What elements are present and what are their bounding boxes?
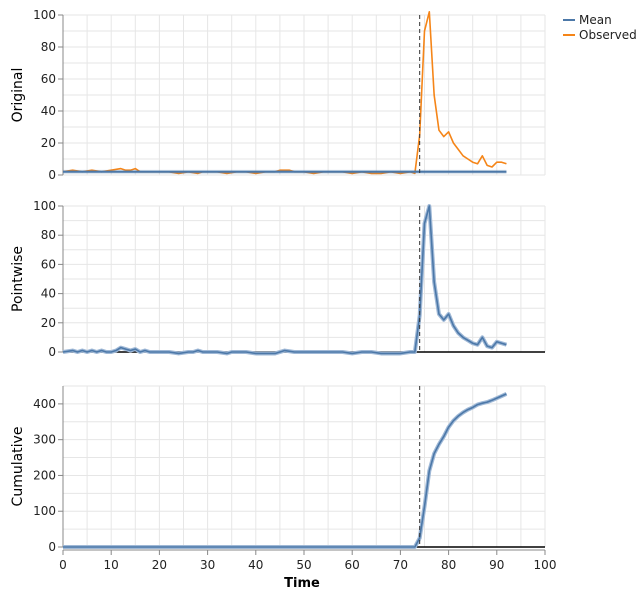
y-tick-label: 40 xyxy=(41,287,56,301)
legend-label-observed: Observed xyxy=(579,28,637,42)
chart-panels: 020406080100Original020406080100Pointwis… xyxy=(10,8,556,591)
y-tick-label: 80 xyxy=(41,40,56,54)
x-axis-label: Time xyxy=(284,576,320,591)
x-tick-label: 20 xyxy=(152,558,167,572)
x-tick-label: 90 xyxy=(489,558,504,572)
confidence-band xyxy=(63,392,508,549)
y-axis-label: Pointwise xyxy=(10,246,26,312)
y-axis-label: Cumulative xyxy=(10,427,26,507)
y-tick-label: 80 xyxy=(41,228,56,242)
y-tick-label: 100 xyxy=(33,8,56,22)
x-tick-label: 30 xyxy=(200,558,215,572)
y-tick-label: 400 xyxy=(33,397,56,411)
x-tick-label: 10 xyxy=(104,558,119,572)
series-line-observed xyxy=(62,11,507,175)
y-tick-label: 300 xyxy=(33,433,56,447)
y-tick-label: 60 xyxy=(41,257,56,271)
series-line-effect xyxy=(62,205,507,355)
x-tick-label: 70 xyxy=(393,558,408,572)
y-tick-label: 60 xyxy=(41,72,56,86)
confidence-band xyxy=(62,204,508,356)
panel-pointwise: 0 20 40 60 80 100 Pointwise xyxy=(10,199,546,359)
panel-cumulative: 0 100 200 300 400 Cumulative 0 10 20 30 40 50 60 70 80… xyxy=(10,385,557,591)
y-axis-label: Original xyxy=(10,68,26,123)
y-tick-label: 20 xyxy=(41,136,56,150)
y-tick-label: 20 xyxy=(41,316,56,330)
legend-label-mean: Mean xyxy=(579,13,612,27)
y-tick-label: 0 xyxy=(48,540,56,554)
y-tick-label: 0 xyxy=(48,168,56,182)
x-tick-label: 100 xyxy=(534,558,557,572)
x-tick-label: 40 xyxy=(248,558,263,572)
x-tick-label: 50 xyxy=(296,558,311,572)
legend: Mean Observed xyxy=(563,13,637,42)
y-tick-label: 40 xyxy=(41,104,56,118)
y-tick-label: 200 xyxy=(33,468,56,482)
x-tick-label: 80 xyxy=(441,558,456,572)
x-tick-label: 0 xyxy=(59,558,67,572)
x-tick-label: 60 xyxy=(345,558,360,572)
series-line-effect xyxy=(63,393,507,548)
y-tick-label: 100 xyxy=(33,199,56,213)
panel-original: 0 20 40 60 80 100 Original xyxy=(10,8,546,182)
y-tick-label: 100 xyxy=(33,504,56,518)
y-tick-label: 0 xyxy=(48,345,56,359)
